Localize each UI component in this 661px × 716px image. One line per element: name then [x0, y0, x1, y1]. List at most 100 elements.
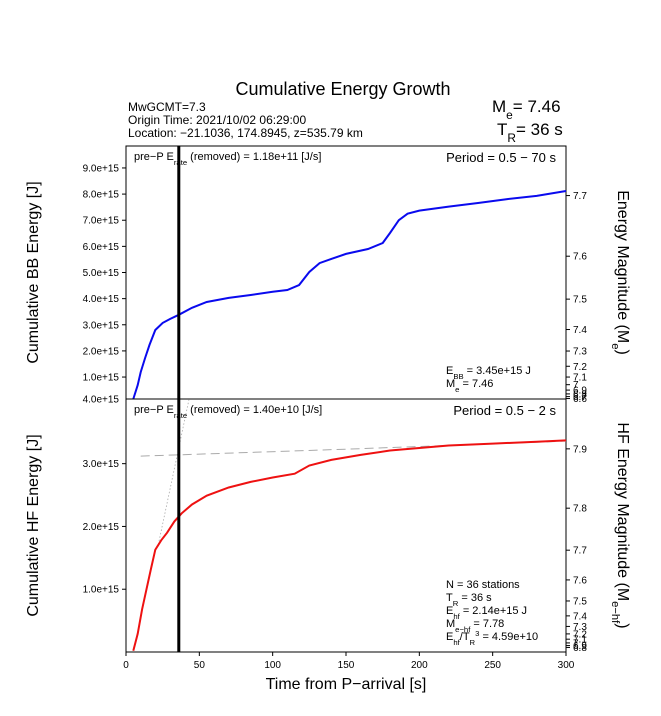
y2-tick-label: 7.3 [573, 622, 587, 633]
y-axis-label: Cumulative BB Energy [J] [25, 181, 42, 363]
text-segment: BB [453, 372, 463, 381]
text-segment: rate [174, 158, 187, 167]
y-tick-label: 4.0e+15 [83, 294, 120, 305]
x-tick-label: 150 [338, 660, 355, 671]
text-segment: pre−P E [134, 404, 174, 416]
text-segment: hf [453, 638, 460, 647]
text-segment: e−hf [609, 601, 621, 624]
text-segment: e [609, 343, 621, 349]
y2-tick-label: 6.8 [573, 389, 587, 400]
text-segment: = 7.46 [459, 378, 493, 390]
text-segment: /T [460, 631, 470, 643]
y2-tick-label: 7.4 [573, 325, 587, 336]
figure-title: Cumulative Energy Growth [235, 79, 450, 99]
info-line: Location: −21.1036, 174.8945, z=535.79 k… [128, 126, 363, 140]
period-label: Period = 0.5 − 2 s [453, 403, 556, 418]
text-segment: M [492, 97, 506, 116]
text-segment: ) [614, 623, 631, 628]
text-segment: Cumulative HF Energy [J] [25, 434, 42, 616]
y-tick-label: 9.0e+15 [83, 163, 120, 174]
text-segment: (removed) = 1.18e+11 [J/s] [187, 151, 321, 163]
y2-tick-label: 6.6 [573, 394, 587, 405]
y-tick-label: 4.0e+15 [83, 395, 120, 406]
y2-tick-label: 7 [573, 380, 579, 391]
info-line: MwGCMT=7.3 [128, 100, 206, 114]
text-segment: M [446, 618, 455, 630]
info-line: Origin Time: 2021/10/02 06:29:00 [128, 113, 306, 127]
text-segment: = 7.46 [513, 97, 561, 116]
text-segment: 3 [475, 629, 479, 638]
text-segment: N = 36 stations [446, 579, 520, 591]
stat-line: Me−hf = 7.78 [446, 618, 504, 634]
y2-tick-label: 7.8 [573, 504, 587, 515]
y2-axis-label: Energy Magnitude (Me) [609, 190, 631, 355]
y-tick-label: 5.0e+15 [83, 268, 120, 279]
x-tick-label: 300 [558, 660, 575, 671]
y2-tick-label: 7.2 [573, 362, 587, 373]
text-segment: M [446, 378, 455, 390]
y2-tick-label: 6.9 [573, 641, 587, 652]
stat-line: Ehf/TR3 = 4.59e+10 [446, 629, 538, 647]
period-label: Period = 0.5 − 70 s [446, 150, 556, 165]
plot-frame [125, 145, 567, 400]
text-segment: R [507, 131, 516, 145]
stat-line: TR = 36 s [446, 592, 492, 608]
text-segment: T [497, 120, 507, 139]
y-tick-label: 6.0e+15 [83, 242, 120, 253]
text-segment: HF Energy Magnitude (M [614, 422, 631, 601]
y2-tick-label: 7.7 [573, 191, 587, 202]
y-tick-label: 8.0e+15 [83, 190, 120, 201]
energy-curve [132, 439, 567, 651]
text-segment: = 4.59e+10 [479, 631, 538, 643]
text-segment: Cumulative BB Energy [J] [25, 181, 42, 363]
y2-axis-label: HF Energy Magnitude (Me−hf) [609, 422, 631, 628]
y-axis-label: Cumulative HF Energy [J] [25, 434, 42, 616]
text-segment: rate [174, 411, 187, 420]
x-tick-label: 200 [411, 660, 428, 671]
text-segment: E [446, 605, 453, 617]
rate-note: pre−P Erate (removed) = 1.18e+11 [J/s] [134, 151, 321, 167]
text-segment: e [455, 385, 459, 394]
y2-tick-label: 7.7 [573, 546, 587, 557]
reference-line [157, 398, 190, 545]
text-segment: = 36 s [516, 120, 563, 139]
duration-label: TR= 36 s [497, 120, 563, 145]
y-tick-label: 7.0e+15 [83, 216, 120, 227]
y2-tick-label: 7.5 [573, 596, 587, 607]
y2-tick-label: 6.7 [573, 392, 587, 403]
stat-line: Ehf = 2.14e+15 J [446, 605, 527, 621]
y2-tick-label: 7.9 [573, 444, 587, 455]
text-segment: E [446, 631, 453, 643]
x-tick-label: 250 [484, 660, 501, 671]
y2-tick-label: 6.9 [573, 386, 587, 397]
y2-tick-label: 7.1 [573, 635, 587, 646]
y2-tick-label: 7 [573, 638, 579, 649]
magnitude-label: Me= 7.46 [492, 97, 561, 122]
x-tick-label: 50 [194, 660, 206, 671]
text-segment: = 3.45e+15 J [464, 365, 531, 377]
x-tick-label: 0 [123, 660, 129, 671]
text-segment: R [453, 599, 459, 608]
text-segment: Energy Magnitude (M [614, 190, 631, 343]
y2-tick-label: 7.6 [573, 252, 587, 263]
y2-tick-label: 7.3 [573, 347, 587, 358]
text-segment: E [446, 365, 453, 377]
x-axis-label: Time from P−arrival [s] [266, 676, 427, 693]
y-tick-label: 3.0e+15 [83, 459, 120, 470]
stat-line: EBB = 3.45e+15 J [446, 365, 531, 381]
rate-note: pre−P Erate (removed) = 1.40e+10 [J/s] [134, 404, 322, 420]
y2-tick-label: 7.4 [573, 611, 587, 622]
y-tick-label: 2.0e+15 [83, 346, 120, 357]
y2-tick-label: 7.6 [573, 575, 587, 586]
text-segment: ) [614, 349, 631, 354]
stat-line: N = 36 stations [446, 579, 520, 591]
energy-curve [132, 190, 567, 400]
text-segment: (removed) = 1.40e+10 [J/s] [187, 404, 322, 416]
y2-tick-label: 6.8 [573, 643, 587, 654]
text-segment: pre−P E [134, 151, 174, 163]
text-segment: = 2.14e+15 J [460, 605, 527, 617]
y2-tick-label: 7.5 [573, 295, 587, 306]
y-tick-label: 2.0e+15 [83, 522, 120, 533]
stat-line: Me = 7.46 [446, 378, 493, 394]
text-segment: e−hf [455, 625, 471, 634]
